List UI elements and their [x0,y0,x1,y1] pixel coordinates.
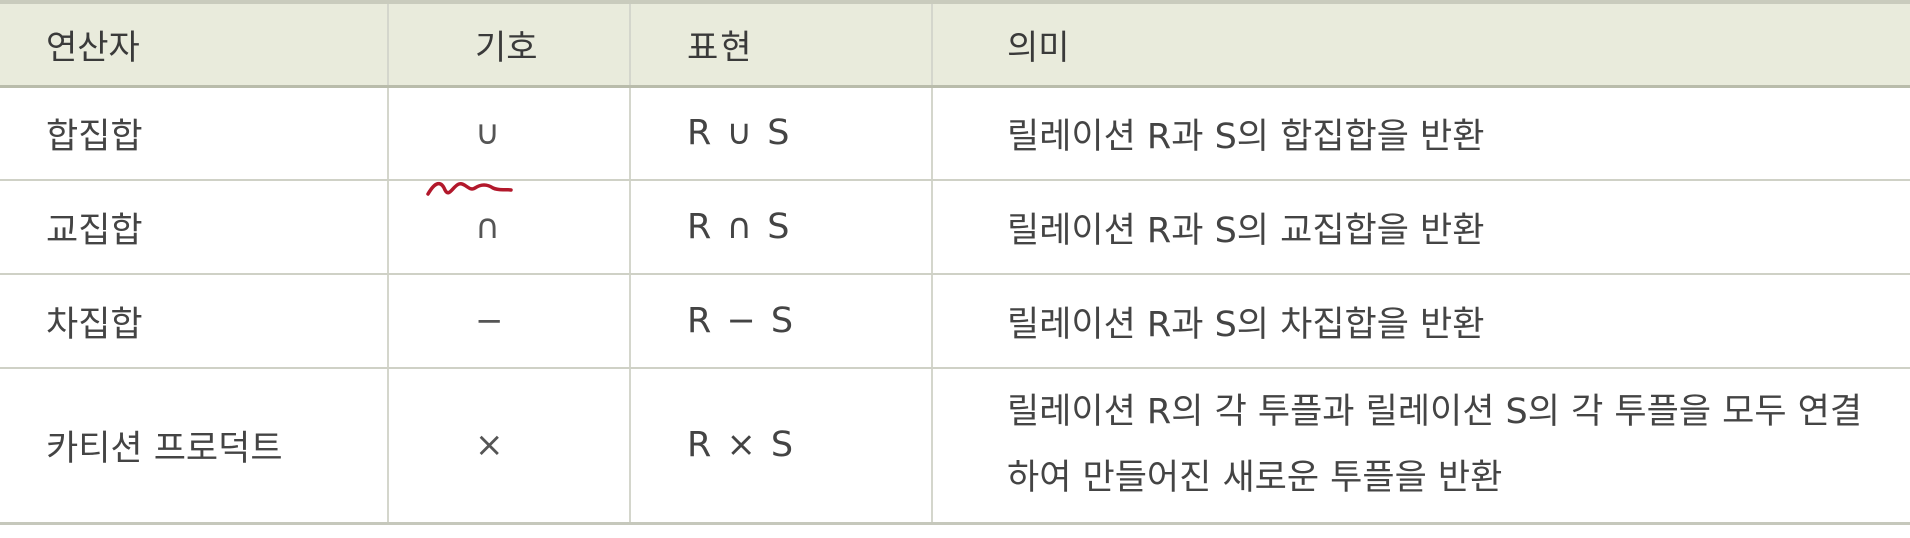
table-row-difference: 차집합 − R − S 릴레이션 R과 S의 차집합을 반환 [0,274,1910,369]
table-row-union: 합집합 ∪ R ∪ S 릴레이션 R과 S의 합집합을 반환 [0,86,1910,181]
intersection-symbol: ∩ [475,207,500,247]
table-row-intersection: 교집합 ∩ R ∩ S 릴레이션 R과 S의 교집합을 반환 [0,180,1910,275]
meaning-cell: 릴레이션 R과 S의 차집합을 반환 [932,274,1910,369]
expression-cell: R ∪ S [630,86,933,181]
meaning-cell: 릴레이션 R과 S의 교집합을 반환 [932,180,1910,275]
symbol-cell: ∪ [388,86,631,181]
operator-cell: 교집합 [0,180,389,275]
header-operator: 연산자 [0,0,389,88]
meaning-cell: 릴레이션 R과 S의 합집합을 반환 [932,86,1910,181]
union-symbol: ∪ [475,113,500,154]
symbol-cell: × [388,368,631,525]
table-body: 합집합 ∪ R ∪ S 릴레이션 R과 S의 합집합을 반환 교집합 ∩ R ∩… [0,86,1910,525]
operator-cell: 카티션 프로덕트 [0,368,389,525]
header-expression: 표현 [630,0,933,88]
meaning-cell: 릴레이션 R의 각 투플과 릴레이션 S의 각 투플을 모두 연결 하여 만들어… [932,368,1910,525]
table-header: 연산자 기호 표현 의미 [0,0,1910,88]
symbol-cell: − [388,274,631,369]
operator-cell: 합집합 [0,86,389,181]
meaning-line-1: 릴레이션 R의 각 투플과 릴레이션 S의 각 투플을 모두 연결 [1007,392,1863,433]
expression-cell: R × S [630,368,933,525]
table-row-cartesian-product: 카티션 프로덕트 × R × S 릴레이션 R의 각 투플과 릴레이션 S의 각… [0,368,1910,525]
header-row: 연산자 기호 표현 의미 [0,0,1910,88]
symbol-cell: ∩ [388,180,631,275]
expression-cell: R ∩ S [630,180,933,275]
header-symbol: 기호 [388,0,631,88]
operator-cell: 차집합 [0,274,389,369]
cartesian-product-symbol: × [475,425,504,466]
set-operators-table: 연산자 기호 표현 의미 합집합 ∪ R ∪ S 릴레이션 R과 S의 합집합을… [0,0,1910,525]
header-meaning: 의미 [932,0,1910,88]
meaning-line-2: 하여 만들어진 새로운 투플을 반환 [1007,458,1503,499]
expression-cell: R − S [630,274,933,369]
handwritten-underline-annotation [426,181,513,196]
difference-symbol: − [475,301,504,341]
